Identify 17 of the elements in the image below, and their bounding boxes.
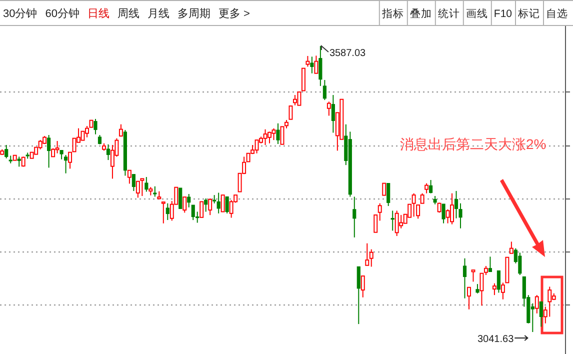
annotation: 3587.03 [329,48,366,59]
text: 月线 [148,7,170,20]
text: F10 [494,8,512,20]
text: 30分钟 [3,8,38,20]
text: 画线 [466,7,488,20]
text: 指标 [380,8,404,20]
text: 叠加 [410,7,432,20]
text: 日线 [88,7,110,20]
text: 自选 [546,7,568,20]
text: 多周期 [178,8,210,20]
text: 3041.63 [478,334,514,345]
text: 统计 [438,7,460,20]
text: 更多 > [218,8,250,20]
text: 周线 [118,7,140,20]
annotation: 消息出后第二天大涨2% [400,136,546,152]
text: 60分钟 [45,8,80,20]
text: 标记 [517,8,540,20]
